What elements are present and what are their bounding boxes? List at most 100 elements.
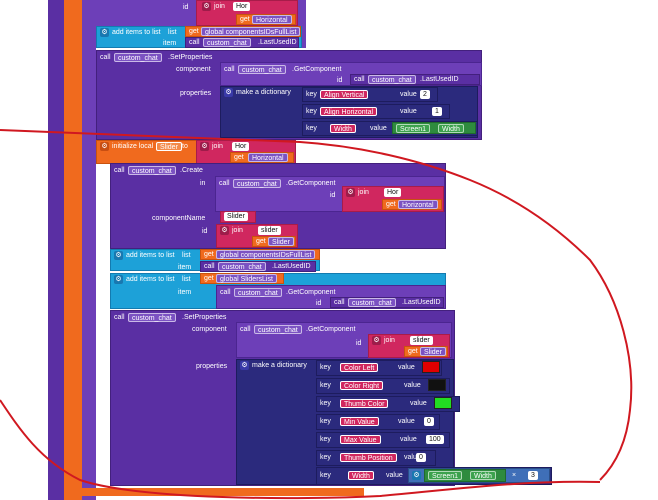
- key-align-vertical[interactable]: Align Vertical: [320, 90, 369, 99]
- dd-screen1[interactable]: Screen1: [428, 471, 463, 480]
- key-max-value[interactable]: Max Value: [340, 435, 381, 444]
- gear-icon[interactable]: ⚙: [220, 226, 229, 235]
- var-slider-name[interactable]: Slider: [156, 142, 182, 151]
- value-min[interactable]: 0: [424, 417, 434, 426]
- var-slider[interactable]: Slider: [420, 347, 446, 356]
- create-label: .Create: [180, 167, 203, 174]
- dd-custom-chat[interactable]: custom_chat: [238, 65, 286, 74]
- dd-custom-chat[interactable]: custom_chat: [368, 75, 416, 84]
- call-label: call: [240, 326, 251, 333]
- key-label: key: [320, 436, 331, 443]
- swatch-black[interactable]: [428, 379, 446, 391]
- multiply-sign: ×: [512, 472, 517, 479]
- id-label: id: [356, 340, 362, 347]
- id-label: id: [202, 228, 208, 235]
- dd-custom-chat[interactable]: custom_chat: [233, 179, 281, 188]
- in-label: in: [200, 180, 206, 187]
- list-label: list: [168, 29, 177, 36]
- key-color-left[interactable]: Color Left: [340, 363, 379, 372]
- get-label: get: [204, 251, 214, 258]
- var-horizontal[interactable]: Horizontal: [252, 15, 292, 24]
- gear-icon[interactable]: ⚙: [412, 471, 421, 480]
- string-hor[interactable]: Hor: [384, 188, 402, 197]
- dd-custom-chat[interactable]: custom_chat: [218, 262, 266, 271]
- make-dictionary-label: make a dictionary: [236, 89, 291, 96]
- call-label: call: [219, 180, 230, 187]
- key-thumb-position[interactable]: Thumb Position: [340, 453, 397, 462]
- dd-width[interactable]: Width: [470, 471, 496, 480]
- left-rail-purple-inner: [82, 0, 96, 500]
- string-slider-cap[interactable]: Slider: [224, 212, 248, 221]
- var-global-sliders[interactable]: global SlidersList: [216, 274, 277, 283]
- dd-custom-chat[interactable]: custom_chat: [128, 166, 176, 175]
- dd-custom-chat[interactable]: custom_chat: [128, 313, 176, 322]
- value-label: value: [400, 108, 417, 115]
- value-3[interactable]: 3: [528, 471, 538, 480]
- gear-icon[interactable]: ⚙: [346, 188, 355, 197]
- value-label: value: [386, 472, 403, 479]
- id-label: id: [337, 77, 343, 84]
- string-slider[interactable]: slider: [258, 226, 281, 235]
- key-min-value[interactable]: Min Value: [340, 417, 379, 426]
- call-label: call: [100, 54, 111, 61]
- call-label: call: [334, 299, 345, 306]
- key-color-right[interactable]: Color Right: [340, 381, 384, 390]
- call-label: call: [224, 66, 235, 73]
- key-align-horizontal[interactable]: Align Horizontal: [320, 107, 378, 116]
- list-label: list: [182, 252, 191, 259]
- swatch-green[interactable]: [434, 397, 452, 409]
- gear-icon[interactable]: ⚙: [100, 28, 109, 37]
- gear-icon[interactable]: ⚙: [202, 2, 211, 11]
- gear-icon[interactable]: ⚙: [114, 251, 123, 260]
- var-horizontal[interactable]: Horizontal: [248, 153, 288, 162]
- call-label: call: [220, 289, 231, 296]
- component-label: component: [176, 66, 211, 73]
- value-thumb-position[interactable]: 0: [416, 453, 426, 462]
- key-width[interactable]: Width: [348, 471, 374, 480]
- key-label: key: [320, 472, 331, 479]
- value-2[interactable]: 2: [420, 90, 430, 99]
- var-global-ids[interactable]: global componentsIDsFullList: [201, 27, 301, 36]
- gear-icon[interactable]: ⚙: [240, 361, 249, 370]
- key-label: key: [306, 125, 317, 132]
- get-label: get: [240, 16, 250, 23]
- dd-custom-chat[interactable]: custom_chat: [348, 298, 396, 307]
- dd-custom-chat[interactable]: custom_chat: [114, 53, 162, 62]
- value-label: value: [404, 382, 421, 389]
- add-items-label: add items to list: [126, 276, 175, 283]
- get-component-label: .GetComponent: [286, 180, 336, 187]
- make-dictionary-label: make a dictionary: [252, 362, 307, 369]
- dd-custom-chat[interactable]: custom_chat: [254, 325, 302, 334]
- gear-icon[interactable]: ⚙: [114, 275, 123, 284]
- last-used-label: .LastUsedID: [402, 299, 441, 306]
- item-label: item: [178, 289, 192, 296]
- var-global-ids[interactable]: global componentsIDsFullList: [216, 250, 316, 259]
- gear-icon[interactable]: ⚙: [372, 336, 381, 345]
- string-hor[interactable]: Hor: [232, 142, 250, 151]
- properties-label: properties: [180, 90, 212, 97]
- value-max[interactable]: 100: [426, 435, 444, 444]
- value-label: value: [410, 400, 427, 407]
- gear-icon[interactable]: ⚙: [200, 142, 209, 151]
- key-label: key: [320, 382, 331, 389]
- string-hor[interactable]: Hor: [233, 2, 251, 11]
- gear-icon[interactable]: ⚙: [224, 88, 233, 97]
- value-label: value: [400, 436, 417, 443]
- id-label: id: [330, 192, 336, 199]
- value-1[interactable]: 1: [432, 107, 442, 116]
- var-slider[interactable]: Slider: [268, 237, 294, 246]
- join-label: join: [384, 337, 395, 344]
- value-label: value: [398, 364, 415, 371]
- dd-screen1[interactable]: Screen1: [396, 124, 431, 133]
- get-label: get: [189, 28, 199, 35]
- key-width[interactable]: Width: [330, 124, 356, 133]
- var-horizontal[interactable]: Horizontal: [398, 200, 438, 209]
- string-slider[interactable]: slider: [410, 336, 433, 345]
- dd-width[interactable]: Width: [438, 124, 464, 133]
- dd-custom-chat[interactable]: custom_chat: [234, 288, 282, 297]
- properties-label: properties: [196, 363, 228, 370]
- dd-custom-chat[interactable]: custom_chat: [203, 38, 251, 47]
- swatch-red[interactable]: [422, 361, 440, 373]
- gear-icon[interactable]: ⚙: [100, 142, 109, 151]
- key-thumb-color[interactable]: Thumb Color: [340, 399, 389, 408]
